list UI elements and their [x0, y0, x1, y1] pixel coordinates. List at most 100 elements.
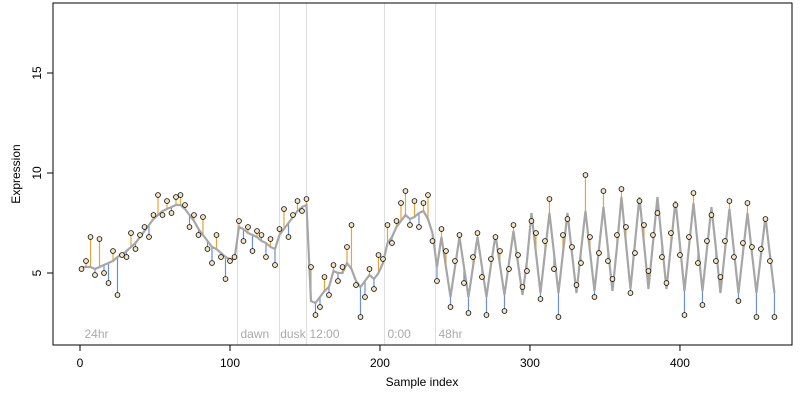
point [420, 200, 427, 206]
point [699, 302, 706, 308]
point [614, 232, 620, 238]
point [263, 254, 269, 260]
point [717, 274, 724, 280]
point [573, 282, 580, 288]
point [704, 238, 710, 244]
point [254, 228, 260, 234]
point [281, 206, 287, 212]
point [654, 210, 661, 216]
point [348, 222, 355, 228]
point [362, 294, 368, 300]
point [528, 218, 535, 224]
point [695, 260, 701, 266]
x-tick-label: 0 [77, 356, 84, 370]
point [402, 188, 409, 194]
point [182, 202, 188, 208]
point [375, 252, 382, 258]
point [299, 208, 305, 214]
point [425, 192, 431, 198]
point [186, 224, 193, 230]
point [542, 238, 548, 244]
point [411, 198, 418, 204]
point [546, 196, 553, 202]
point [744, 200, 751, 206]
point [465, 310, 472, 316]
point [146, 234, 152, 240]
point [753, 314, 760, 320]
point [447, 304, 454, 310]
point [708, 212, 715, 218]
point [560, 232, 566, 238]
point [101, 270, 107, 276]
point [609, 276, 616, 282]
point [641, 222, 647, 228]
point [578, 260, 584, 266]
point [308, 264, 314, 270]
point [123, 254, 130, 260]
point [141, 224, 148, 230]
point [137, 232, 143, 238]
point [758, 246, 764, 252]
y-tick-label: 10 [30, 166, 44, 180]
point [155, 192, 161, 198]
point [83, 258, 89, 264]
point [762, 216, 769, 222]
point [533, 230, 539, 236]
annotation: 12:00 [309, 327, 339, 341]
annotation: 0:00 [387, 327, 411, 341]
point [227, 258, 233, 264]
point [213, 232, 220, 238]
point [587, 234, 593, 240]
point [200, 214, 206, 220]
point [591, 294, 598, 300]
point [668, 230, 674, 236]
point [371, 286, 377, 292]
point [735, 298, 742, 304]
point [488, 256, 494, 262]
point [686, 234, 692, 240]
point [474, 230, 481, 236]
point [119, 252, 125, 258]
point [677, 252, 683, 258]
point [434, 278, 440, 284]
point [168, 210, 175, 216]
point [96, 236, 103, 242]
annotation: dawn [240, 327, 269, 341]
point [537, 296, 544, 302]
point [353, 282, 359, 288]
point [731, 254, 737, 260]
y-tick-label: 5 [30, 269, 44, 276]
point [398, 200, 404, 206]
point [519, 284, 526, 290]
annotation: 48hr [438, 327, 462, 341]
point [231, 254, 238, 260]
point [78, 266, 85, 272]
point [492, 234, 499, 240]
point [195, 232, 202, 238]
point [443, 248, 449, 254]
point [389, 240, 395, 246]
point [245, 224, 251, 230]
point [326, 292, 332, 298]
point [87, 234, 94, 240]
point [105, 280, 112, 286]
point [272, 262, 278, 268]
point [177, 192, 184, 198]
point [132, 246, 139, 252]
point [173, 194, 179, 200]
x-tick-label: 200 [370, 356, 390, 370]
point [357, 314, 364, 320]
point [249, 248, 256, 254]
point [159, 212, 166, 218]
point [452, 258, 458, 264]
point [515, 252, 521, 258]
x-tick-label: 100 [220, 356, 240, 370]
point [456, 232, 463, 238]
point [501, 308, 508, 314]
point [690, 190, 697, 196]
point [564, 216, 571, 222]
point [110, 248, 116, 254]
point [506, 266, 512, 272]
point [650, 232, 656, 238]
